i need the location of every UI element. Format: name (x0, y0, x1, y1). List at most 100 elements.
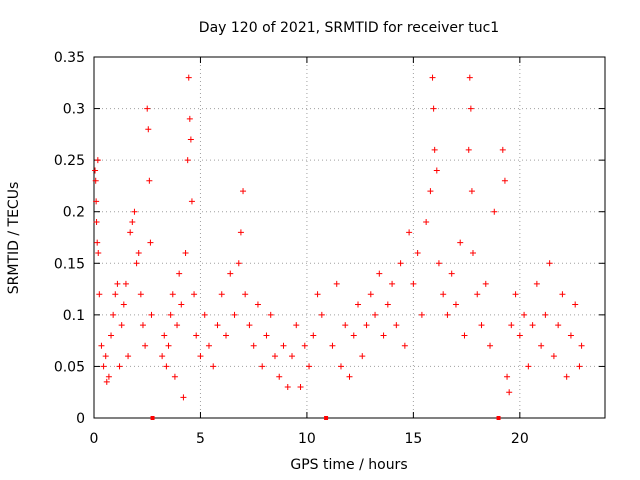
data-point (457, 239, 464, 246)
x-axis-label: GPS time / hours (290, 457, 407, 473)
gap-marker (324, 416, 329, 420)
data-point (137, 291, 144, 298)
data-point (95, 249, 102, 256)
data-point (187, 136, 194, 143)
data-point (297, 384, 304, 391)
x-tick-label: 15 (404, 431, 422, 447)
data-point (578, 342, 585, 349)
data-point (235, 260, 242, 267)
y-tick-label: 0.1 (63, 308, 85, 324)
y-tick-label: 0.2 (63, 205, 85, 221)
data-point (146, 177, 153, 184)
data-point (529, 322, 536, 329)
data-point (367, 291, 374, 298)
data-point (376, 270, 383, 277)
ticks-layer: 0 0.05 0.1 0.15 0.2 0.25 0.3 0.35 0 5 10 15 20 (54, 50, 605, 447)
data-point (563, 373, 570, 380)
data-point (127, 229, 134, 236)
data-point (499, 146, 506, 153)
data-point (246, 322, 253, 329)
data-point (372, 311, 379, 318)
data-point (210, 363, 217, 370)
data-point (227, 270, 234, 277)
data-point (284, 384, 291, 391)
data-point (240, 188, 247, 195)
data-point (433, 167, 440, 174)
data-point (363, 322, 370, 329)
data-point (469, 249, 476, 256)
data-point (393, 322, 400, 329)
data-point (430, 105, 437, 112)
y-tick-label: 0.3 (63, 102, 85, 118)
data-point (468, 188, 475, 195)
data-point (306, 363, 313, 370)
data-point (461, 332, 468, 339)
data-point (100, 363, 107, 370)
data-point (342, 322, 349, 329)
data-point (512, 291, 519, 298)
data-point (516, 332, 523, 339)
data-point (94, 157, 101, 164)
data-point (102, 353, 109, 360)
data-point (122, 280, 129, 287)
data-point (93, 198, 100, 205)
data-point (92, 167, 99, 174)
data-point (205, 342, 212, 349)
data-point (482, 280, 489, 287)
data-point (161, 332, 168, 339)
data-point (314, 291, 321, 298)
data-point (384, 301, 391, 308)
data-point (533, 280, 540, 287)
data-point (427, 188, 434, 195)
data-point (431, 146, 438, 153)
data-point (346, 373, 353, 380)
data-point (501, 177, 508, 184)
plot-frame (93, 56, 606, 419)
data-point (93, 219, 100, 226)
x-tick-label: 5 (196, 431, 205, 447)
data-point (267, 311, 274, 318)
y-axis-label: SRMTID / TECUs (6, 182, 22, 295)
data-point (250, 342, 257, 349)
data-point (118, 322, 125, 329)
data-point (174, 322, 181, 329)
x-tick-label: 20 (511, 431, 529, 447)
data-point (289, 353, 296, 360)
data-point (254, 301, 261, 308)
data-point (135, 249, 142, 256)
data-point (397, 260, 404, 267)
data-point (293, 322, 300, 329)
data-point (546, 260, 553, 267)
data-point (167, 311, 174, 318)
data-point (506, 389, 513, 396)
data-point (237, 229, 244, 236)
data-point (444, 311, 451, 318)
data-point (139, 322, 146, 329)
data-point (280, 342, 287, 349)
data-point (188, 198, 195, 205)
data-point (214, 322, 221, 329)
y-tick-label: 0.35 (54, 50, 85, 66)
gap-marker (150, 416, 155, 420)
x-tick-label: 0 (90, 431, 99, 447)
data-point (159, 353, 166, 360)
data-point (448, 270, 455, 277)
data-point (193, 332, 200, 339)
data-point (337, 363, 344, 370)
data-point (329, 342, 336, 349)
data-point (452, 301, 459, 308)
y-tick-label: 0.15 (54, 256, 85, 272)
data-point (171, 373, 178, 380)
data-point (94, 239, 101, 246)
data-point (148, 311, 155, 318)
data-point (333, 280, 340, 287)
data-point (538, 342, 545, 349)
data-point (108, 332, 115, 339)
data-point (418, 311, 425, 318)
data-point (218, 291, 225, 298)
data-point (129, 219, 136, 226)
data-point (169, 291, 176, 298)
data-point (96, 291, 103, 298)
data-point (410, 280, 417, 287)
